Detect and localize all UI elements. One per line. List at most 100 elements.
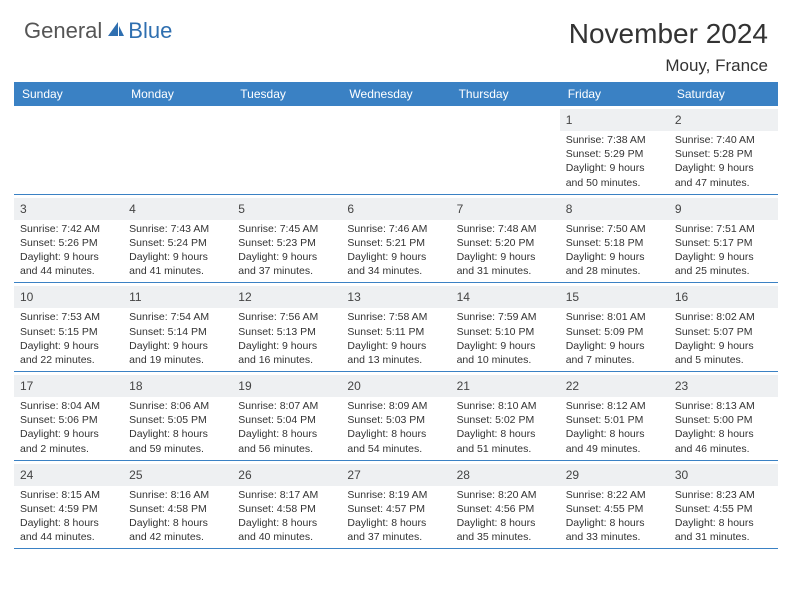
- day-cell: 28Sunrise: 8:20 AMSunset: 4:56 PMDayligh…: [451, 461, 560, 549]
- day-cell: 10Sunrise: 7:53 AMSunset: 5:15 PMDayligh…: [14, 283, 123, 371]
- logo-text-gray: General: [24, 18, 102, 44]
- day-info: Sunrise: 8:16 AMSunset: 4:58 PMDaylight:…: [129, 488, 226, 545]
- day-number: 3: [20, 202, 27, 216]
- week-row: 10Sunrise: 7:53 AMSunset: 5:15 PMDayligh…: [14, 283, 778, 372]
- day-info: Sunrise: 7:42 AMSunset: 5:26 PMDaylight:…: [20, 222, 117, 279]
- logo-sail-icon: [106, 20, 126, 43]
- day-cell: 26Sunrise: 8:17 AMSunset: 4:58 PMDayligh…: [232, 461, 341, 549]
- weekday-header: Thursday: [451, 82, 560, 106]
- day-number-bar: 1: [560, 109, 669, 131]
- week-row: 1Sunrise: 7:38 AMSunset: 5:29 PMDaylight…: [14, 106, 778, 195]
- day-number-bar: 17: [14, 375, 123, 397]
- day-number: 21: [457, 379, 470, 393]
- day-cell: 15Sunrise: 8:01 AMSunset: 5:09 PMDayligh…: [560, 283, 669, 371]
- day-cell: 19 Sunrise: 8:07 AMSunset: 5:04 PMDayligh…: [232, 372, 341, 460]
- day-number: 13: [347, 290, 360, 304]
- day-cell: 30Sunrise: 8:23 AMSunset: 4:55 PMDayligh…: [669, 461, 778, 549]
- day-cell: 14Sunrise: 7:59 AMSunset: 5:10 PMDayligh…: [451, 283, 560, 371]
- day-cell: 21 Sunrise: 8:10 AMSunset: 5:02 PMDayligh…: [451, 372, 560, 460]
- day-info: Sunrise: 7:45 AMSunset: 5:23 PMDaylight:…: [238, 222, 335, 279]
- day-number: 18: [129, 379, 142, 393]
- day-number: 16: [675, 290, 688, 304]
- week-row: 3 Sunrise: 7:42 AMSunset: 5:26 PMDaylight…: [14, 195, 778, 284]
- day-cell: 20Sunrise: 8:09 AMSunset: 5:03 PMDayligh…: [341, 372, 450, 460]
- day-number-bar: 5: [232, 198, 341, 220]
- day-cell: 1Sunrise: 7:38 AMSunset: 5:29 PMDaylight…: [560, 106, 669, 194]
- day-number: 28: [457, 468, 470, 482]
- day-info: Sunrise: 7:40 AMSunset: 5:28 PMDaylight:…: [675, 133, 772, 190]
- day-number: 12: [238, 290, 251, 304]
- day-number-bar: 13: [341, 286, 450, 308]
- day-number-bar: 7: [451, 198, 560, 220]
- title-block: November 2024 Mouy, France: [569, 18, 768, 76]
- day-number-bar: 25: [123, 464, 232, 486]
- day-cell: 24Sunrise: 8:15 AMSunset: 4:59 PMDayligh…: [14, 461, 123, 549]
- day-number-bar: 15: [560, 286, 669, 308]
- weekday-header: Monday: [123, 82, 232, 106]
- day-number: 4: [129, 202, 136, 216]
- weekday-header: Tuesday: [232, 82, 341, 106]
- weekday-header: Friday: [560, 82, 669, 106]
- day-number: 11: [129, 290, 141, 304]
- day-cell: 16 Sunrise: 8:02 AMSunset: 5:07 PMDayligh…: [669, 283, 778, 371]
- day-info: Sunrise: 8:10 AMSunset: 5:02 PMDaylight:…: [457, 399, 554, 456]
- day-info: Sunrise: 7:58 AMSunset: 5:11 PMDaylight:…: [347, 310, 444, 367]
- day-number: 29: [566, 468, 579, 482]
- day-number: 7: [457, 202, 464, 216]
- logo: General Blue: [24, 18, 172, 44]
- day-info: Sunrise: 8:13 AMSunset: 5:00 PMDaylight:…: [675, 399, 772, 456]
- day-cell: 25 Sunrise: 8:16 AMSunset: 4:58 PMDayligh…: [123, 461, 232, 549]
- day-info: Sunrise: 8:23 AMSunset: 4:55 PMDaylight:…: [675, 488, 772, 545]
- day-number-bar: 6: [341, 198, 450, 220]
- day-cell: 12 Sunrise: 7:56 AMSunset: 5:13 PMDayligh…: [232, 283, 341, 371]
- day-number-bar: 20: [341, 375, 450, 397]
- day-cell: 2 Sunrise: 7:40 AMSunset: 5:28 PMDaylight…: [669, 106, 778, 194]
- day-number-bar: 23: [669, 375, 778, 397]
- day-number-bar: 4: [123, 198, 232, 220]
- day-cell: 17Sunrise: 8:04 AMSunset: 5:06 PMDayligh…: [14, 372, 123, 460]
- day-number: 19: [238, 379, 251, 393]
- weekday-header: Saturday: [669, 82, 778, 106]
- day-number: 8: [566, 202, 573, 216]
- day-number: 2: [675, 113, 682, 127]
- location: Mouy, France: [569, 56, 768, 76]
- day-number-bar: 24: [14, 464, 123, 486]
- day-number: 25: [129, 468, 142, 482]
- day-number-bar: 3: [14, 198, 123, 220]
- day-info: Sunrise: 7:59 AMSunset: 5:10 PMDaylight:…: [457, 310, 554, 367]
- day-number-bar: 14: [451, 286, 560, 308]
- day-info: Sunrise: 7:53 AMSunset: 5:15 PMDaylight:…: [20, 310, 117, 367]
- day-cell: 4Sunrise: 7:43 AMSunset: 5:24 PMDaylight…: [123, 195, 232, 283]
- day-cell: 3 Sunrise: 7:42 AMSunset: 5:26 PMDaylight…: [14, 195, 123, 283]
- day-cell: 11Sunrise: 7:54 AMSunset: 5:14 PMDayligh…: [123, 283, 232, 371]
- day-info: Sunrise: 8:17 AMSunset: 4:58 PMDaylight:…: [238, 488, 335, 545]
- day-info: Sunrise: 7:56 AMSunset: 5:13 PMDaylight:…: [238, 310, 335, 367]
- day-number: 17: [20, 379, 33, 393]
- day-info: Sunrise: 8:07 AMSunset: 5:04 PMDaylight:…: [238, 399, 335, 456]
- day-number-bar: 12: [232, 286, 341, 308]
- day-number: 15: [566, 290, 579, 304]
- day-info: Sunrise: 8:06 AMSunset: 5:05 PMDaylight:…: [129, 399, 226, 456]
- day-number-bar: 30: [669, 464, 778, 486]
- day-info: Sunrise: 8:19 AMSunset: 4:57 PMDaylight:…: [347, 488, 444, 545]
- day-info: Sunrise: 7:48 AMSunset: 5:20 PMDaylight:…: [457, 222, 554, 279]
- weekday-header: Sunday: [14, 82, 123, 106]
- day-cell: [123, 106, 232, 194]
- day-info: Sunrise: 8:22 AMSunset: 4:55 PMDaylight:…: [566, 488, 663, 545]
- day-number: 5: [238, 202, 245, 216]
- day-info: Sunrise: 8:15 AMSunset: 4:59 PMDaylight:…: [20, 488, 117, 545]
- day-number-bar: 21: [451, 375, 560, 397]
- month-title: November 2024: [569, 18, 768, 50]
- day-number-bar: 22: [560, 375, 669, 397]
- day-number-bar: 10: [14, 286, 123, 308]
- day-cell: 27Sunrise: 8:19 AMSunset: 4:57 PMDayligh…: [341, 461, 450, 549]
- day-info: Sunrise: 8:02 AMSunset: 5:07 PMDaylight:…: [675, 310, 772, 367]
- day-info: Sunrise: 7:51 AMSunset: 5:17 PMDaylight:…: [675, 222, 772, 279]
- day-cell: 29 Sunrise: 8:22 AMSunset: 4:55 PMDayligh…: [560, 461, 669, 549]
- weekday-header: Wednesday: [341, 82, 450, 106]
- day-info: Sunrise: 7:38 AMSunset: 5:29 PMDaylight:…: [566, 133, 663, 190]
- day-number-bar: 16: [669, 286, 778, 308]
- day-info: Sunrise: 8:12 AMSunset: 5:01 PMDaylight:…: [566, 399, 663, 456]
- logo-text-blue: Blue: [128, 18, 172, 44]
- day-cell: 9Sunrise: 7:51 AMSunset: 5:17 PMDaylight…: [669, 195, 778, 283]
